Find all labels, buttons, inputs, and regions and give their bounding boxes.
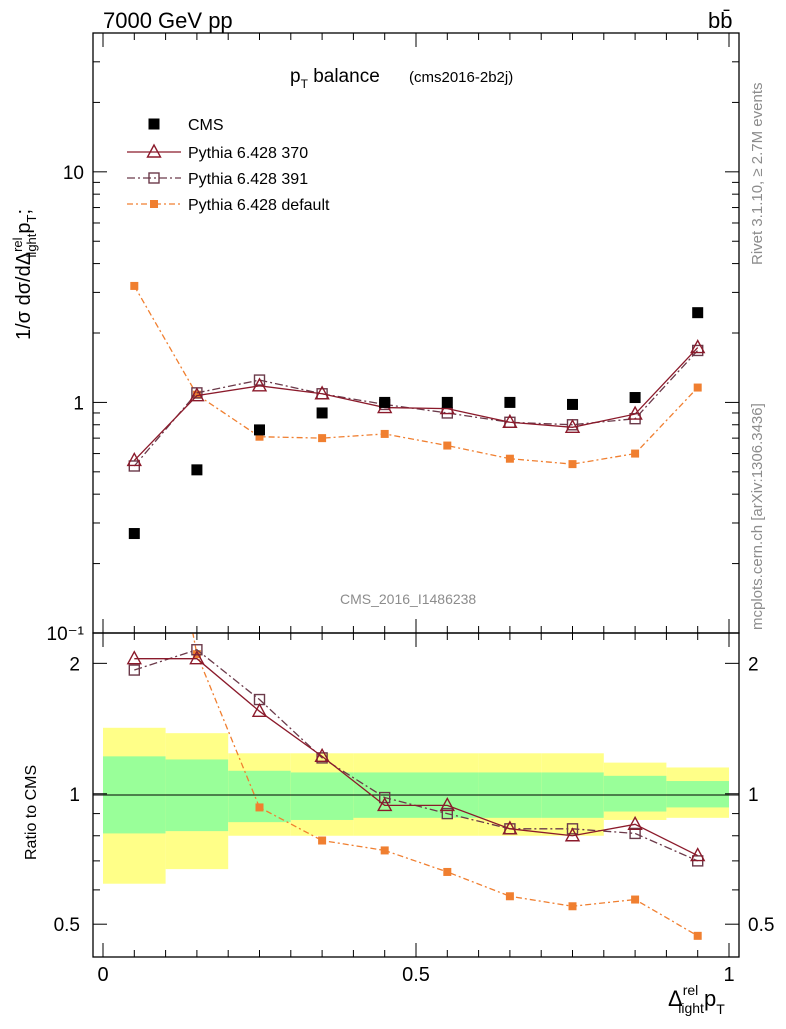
stat-uncertainty-band xyxy=(666,781,729,808)
ratio-panel-frame xyxy=(92,632,740,958)
ratio-point-pythia-6-428-default xyxy=(255,803,264,812)
ratio-point-pythia-6-428-370 xyxy=(439,796,455,812)
data-point-pythia-6-428-370 xyxy=(126,452,142,467)
rivet-version-label: Rivet 3.1.10, ≥ 2.7M events xyxy=(749,83,766,266)
data-point-cms xyxy=(441,396,453,408)
plot-title-id: (cms2016-2b2j) xyxy=(409,69,513,86)
ratio-point-pythia-6-428-370 xyxy=(502,820,518,835)
ratio-point-pythia-6-428-391 xyxy=(629,827,641,840)
data-point-pythia-6-428-default xyxy=(192,390,201,399)
ratio-point-pythia-6-428-default xyxy=(693,931,702,940)
analysis-watermark: CMS_2016_I1486238 xyxy=(340,591,476,607)
ratio-point-pythia-6-428-370 xyxy=(126,650,142,665)
ratio-point-pythia-6-428-default xyxy=(631,895,640,904)
data-point-pythia-6-428-default xyxy=(130,281,139,290)
ratio-point-pythia-6-428-default xyxy=(318,836,327,845)
main-panel: 10 1 10⁻¹ pT balance (cms2016-2b2j) CMS_20… xyxy=(10,32,740,645)
data-point-pythia-6-428-370 xyxy=(690,339,706,354)
y-tick-label-bottom-left: 0.5 xyxy=(54,915,80,936)
y-tick-label-bottom-left: 1 xyxy=(69,785,80,806)
ratio-point-pythia-6-428-370 xyxy=(564,827,581,842)
mcplots-label: mcplots.cern.ch [arXiv:1306.3436] xyxy=(749,403,766,630)
data-point-cms xyxy=(254,424,265,436)
legend-label-pythia-6-428-default: Pythia 6.428 default xyxy=(188,197,330,214)
data-point-pythia-6-428-default xyxy=(505,454,514,463)
data-point-pythia-6-428-370 xyxy=(189,387,205,402)
y-tick-label-bottom-left: 2 xyxy=(69,654,80,675)
ratio-point-pythia-6-428-default xyxy=(130,325,138,333)
legend-marker-pythia-6-428-default xyxy=(150,200,158,208)
legend: CMS Pythia 6.428 370 Pythia 6.428 391 Pythi… xyxy=(127,117,330,214)
legend-label-pythia-6-428-370: Pythia 6.428 370 xyxy=(188,145,308,162)
data-point-pythia-6-428-370 xyxy=(314,385,330,400)
data-point-cms xyxy=(504,396,516,408)
ratio-point-pythia-6-428-370 xyxy=(251,702,268,718)
y-tick-label-bottom-right: 2 xyxy=(748,654,759,675)
data-point-pythia-6-428-default xyxy=(631,449,640,458)
data-point-pythia-6-428-370 xyxy=(627,405,643,420)
data-point-cms xyxy=(692,307,704,319)
y-axis-label-bottom: Ratio to CMS xyxy=(23,765,40,860)
ratio-point-pythia-6-428-391 xyxy=(566,823,579,835)
ratio-point-pythia-6-428-370 xyxy=(377,796,393,812)
data-point-pythia-6-428-370 xyxy=(251,377,268,392)
data-point-pythia-6-428-default xyxy=(380,429,389,438)
ratio-point-pythia-6-428-370 xyxy=(314,747,330,763)
data-point-pythia-6-428-default xyxy=(568,460,577,469)
legend-marker-pythia-6-428-391 xyxy=(148,172,160,184)
series-line-pythia-6-428-default xyxy=(133,285,699,465)
y-tick-label-bottom-right: 0.5 xyxy=(748,915,774,936)
x-tick-label: 0 xyxy=(97,964,108,986)
y-tick-label-top: 10 xyxy=(63,163,84,184)
data-point-cms xyxy=(629,392,641,404)
legend-label-pythia-6-428-391: Pythia 6.428 391 xyxy=(188,171,308,188)
ratio-point-pythia-6-428-default xyxy=(443,867,452,876)
x-tick-label: 0.5 xyxy=(402,964,430,986)
ratio-point-pythia-6-428-391 xyxy=(441,807,453,820)
series-line-pythia-6-428-391 xyxy=(133,350,699,467)
y-tick-label-top: 10⁻¹ xyxy=(47,624,85,645)
legend-marker-cms xyxy=(148,118,160,130)
y-tick-label-bottom-right: 1 xyxy=(748,785,759,806)
stat-uncertainty-band xyxy=(290,772,354,820)
x-axis-label: Δrel lightpT xyxy=(668,982,725,1017)
data-point-pythia-6-428-default xyxy=(318,434,327,443)
stat-uncertainty-band xyxy=(603,775,667,812)
data-point-pythia-6-428-default xyxy=(693,383,702,392)
process-label: bb̄ xyxy=(708,8,732,33)
y-axis-label-top: 1/σ dσ/dΔrellightpT; xyxy=(10,209,39,340)
ratio-point-pythia-6-428-default xyxy=(568,902,577,911)
energy-label: 7000 GeV pp xyxy=(103,8,233,33)
stat-uncertainty-band xyxy=(228,770,291,823)
plot-title: pT balance xyxy=(290,66,380,91)
data-point-pythia-6-428-391 xyxy=(253,374,266,386)
ratio-line-pythia-6-428-370 xyxy=(134,658,698,857)
series-line-pythia-6-428-370 xyxy=(133,347,699,461)
legend-label-cms: CMS xyxy=(188,117,224,134)
ratio-panel: 0 0.5 1 2 2 1 1 0.5 0.5 Ratio to CMS xyxy=(23,325,774,986)
data-point-pythia-6-428-default xyxy=(443,441,452,450)
ratio-line-pythia-6-428-default xyxy=(192,633,699,937)
x-tick-label: 1 xyxy=(723,964,734,986)
ratio-point-pythia-6-428-default xyxy=(380,846,389,855)
ratio-point-pythia-6-428-default xyxy=(505,892,514,901)
data-point-cms xyxy=(567,398,578,410)
data-point-cms xyxy=(379,396,391,408)
ratio-point-pythia-6-428-391 xyxy=(379,791,391,804)
data-point-pythia-6-428-370 xyxy=(502,413,518,428)
data-point-cms xyxy=(128,528,140,540)
y-tick-label-top: 1 xyxy=(73,393,84,414)
ratio-point-pythia-6-428-370 xyxy=(627,815,643,831)
data-point-pythia-6-428-default xyxy=(255,432,264,441)
data-point-cms xyxy=(191,464,203,476)
ratio-point-pythia-6-428-391 xyxy=(128,664,141,676)
legend-marker-pythia-6-428-370 xyxy=(146,143,162,158)
ratio-point-pythia-6-428-370 xyxy=(690,847,706,862)
ratio-point-pythia-6-428-391 xyxy=(191,644,203,656)
data-point-cms xyxy=(316,407,328,419)
ratio-point-pythia-6-428-370 xyxy=(189,650,205,665)
data-point-pythia-6-428-370 xyxy=(564,418,581,433)
